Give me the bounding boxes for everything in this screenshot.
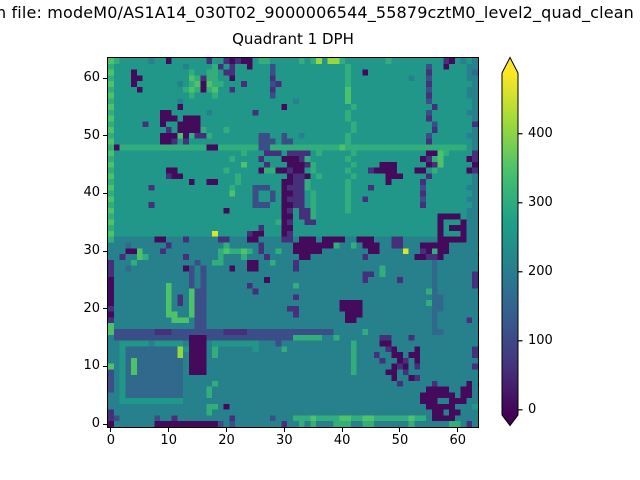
colorbar-tick-label: 200 xyxy=(528,263,553,279)
x-tick-mark xyxy=(168,428,170,432)
x-tick-label: 10 xyxy=(160,433,177,448)
heatmap-image xyxy=(108,58,478,427)
y-tick-mark xyxy=(103,308,107,310)
y-tick-mark xyxy=(103,365,107,367)
x-tick-mark xyxy=(341,428,343,432)
y-tick-mark xyxy=(103,423,107,425)
y-tick-label: 30 xyxy=(83,243,100,259)
x-tick-mark xyxy=(399,428,401,432)
x-tick-mark xyxy=(226,428,228,432)
colorbar-tick-label: 100 xyxy=(528,332,553,348)
colorbar-tick-label: 0 xyxy=(528,401,537,417)
y-tick-mark xyxy=(103,250,107,252)
y-tick-label: 0 xyxy=(91,416,100,432)
y-tick-label: 10 xyxy=(83,358,100,374)
x-tick-label: 40 xyxy=(333,433,351,448)
axes-frame xyxy=(107,57,479,428)
x-tick-mark xyxy=(283,428,285,432)
x-tick-label: 0 xyxy=(106,433,116,448)
y-tick-label: 20 xyxy=(83,300,100,316)
y-tick-mark xyxy=(103,192,107,194)
x-tick-mark xyxy=(110,428,112,432)
plot-title: Quadrant 1 DPH xyxy=(232,30,354,48)
y-tick-mark xyxy=(103,77,107,79)
file-path-text: n file: modeM0/AS1A14_030T02_9000006544_… xyxy=(0,3,634,22)
x-tick-label: 30 xyxy=(276,433,293,448)
y-tick-label: 50 xyxy=(83,127,100,143)
y-tick-mark xyxy=(103,135,107,137)
colorbar-tick-label: 300 xyxy=(528,194,553,210)
colorbar-tick-label: 400 xyxy=(528,125,553,141)
colorbar-gradient xyxy=(501,56,523,427)
x-tick-label: 60 xyxy=(449,433,467,448)
x-tick-label: 20 xyxy=(218,433,235,448)
x-tick-label: 50 xyxy=(391,433,409,448)
y-tick-label: 60 xyxy=(83,70,100,86)
x-tick-mark xyxy=(457,428,459,432)
y-tick-label: 40 xyxy=(83,185,100,201)
